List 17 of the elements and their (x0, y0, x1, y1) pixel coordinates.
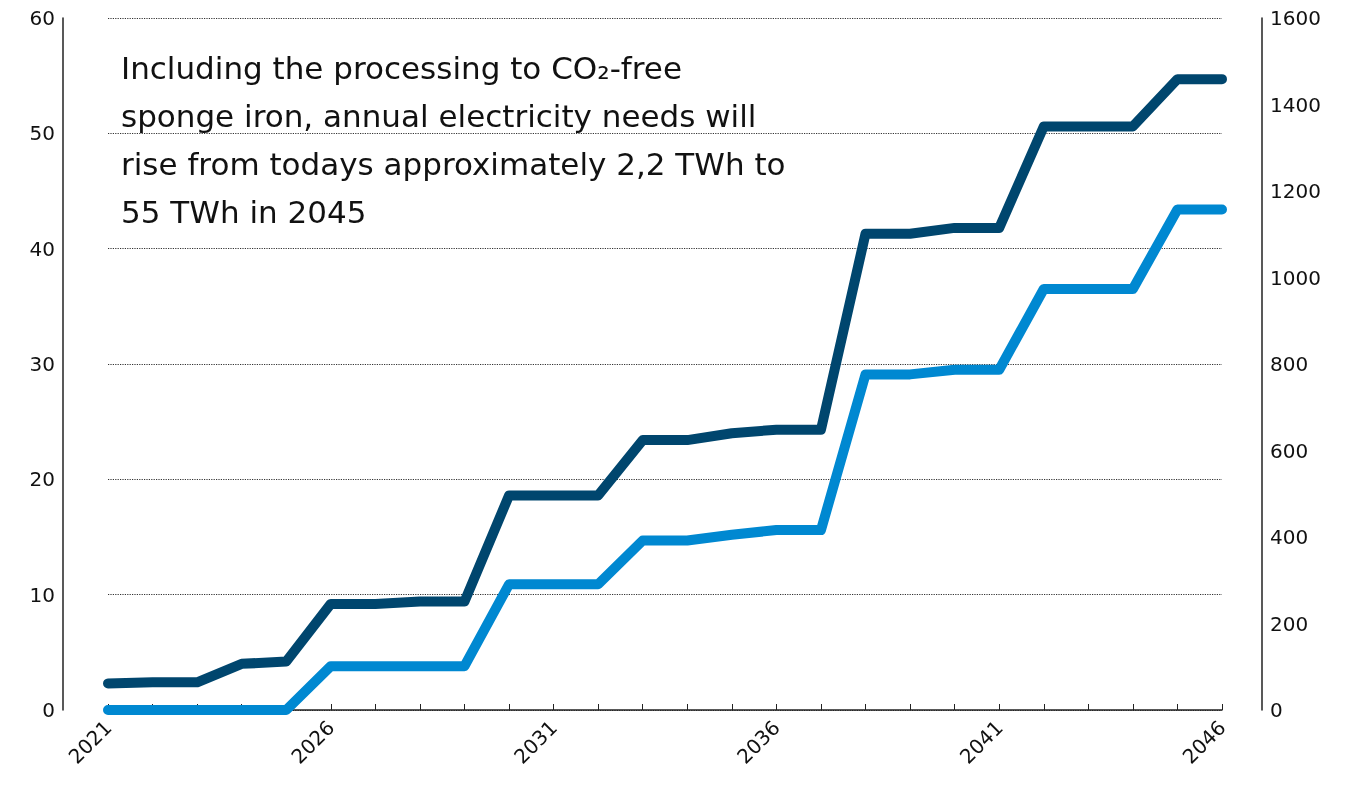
y2-tick-label: 1600 (1270, 6, 1321, 30)
y2-tick-label: 1200 (1270, 179, 1321, 203)
y-tick-label: 50 (29, 121, 55, 146)
y-tick-label: 40 (29, 236, 55, 261)
y2-tick-label: 1000 (1270, 265, 1321, 290)
y-tick-label: 0 (42, 698, 55, 722)
y-tick-label: 30 (29, 352, 55, 376)
y2-tick-label: 200 (1270, 611, 1309, 636)
y-tick-label: 60 (29, 6, 55, 30)
y-tick-label: 10 (29, 582, 55, 607)
y2-tick-label: 400 (1270, 525, 1309, 549)
annotation: Including the processing to CO₂-free sponge iron, annual electricity needs will rise from todays approximately 2,2 TWh to 55 TWh in 2045 (121, 50, 796, 230)
y2-tick-label: 1400 (1270, 92, 1321, 117)
y2-tick-label: 600 (1270, 438, 1309, 463)
y-tick-label: 20 (29, 467, 55, 492)
y2-tick-label: 0 (1270, 698, 1283, 722)
y2-tick-label: 800 (1270, 352, 1309, 376)
